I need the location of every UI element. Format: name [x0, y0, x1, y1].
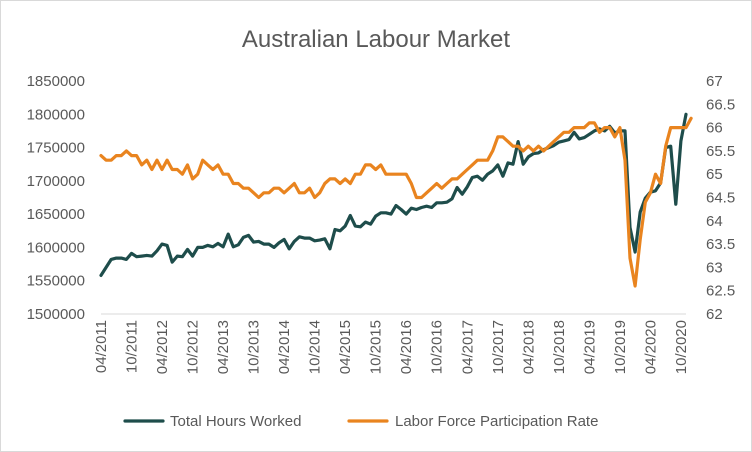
- x-tick-label: 10/2015: [368, 320, 385, 374]
- y-left-tick-label: 1850000: [27, 73, 85, 90]
- y-left-tick-label: 1750000: [27, 140, 85, 157]
- x-tick-label: 10/2017: [490, 320, 507, 374]
- y-right-tick-label: 65.5: [706, 143, 735, 160]
- y-right-tick-label: 62.5: [706, 283, 735, 300]
- series-line-participation-rate: [99, 116, 693, 288]
- legend-label: Labor Force Participation Rate: [395, 413, 598, 430]
- x-tick-label: 10/2018: [551, 320, 568, 374]
- x-tick-label: 10/2014: [307, 320, 324, 374]
- y-left-tick-label: 1600000: [27, 239, 85, 256]
- x-tick-label: 10/2013: [246, 320, 263, 374]
- y-right-tick-label: 66: [706, 120, 723, 137]
- y-right-tick-label: 67: [706, 73, 723, 90]
- x-tick-label: 04/2018: [520, 320, 537, 374]
- y-right-tick-label: 63.5: [706, 236, 735, 253]
- series-line-total-hours: [99, 112, 688, 277]
- y-right-tick-label: 64.5: [706, 190, 735, 207]
- y-left-tick-label: 1650000: [27, 206, 85, 223]
- legend: Total Hours Worked Labor Force Participat…: [123, 413, 598, 430]
- x-tick-label: 04/2017: [459, 320, 476, 374]
- x-tick-label: 04/2015: [337, 320, 354, 374]
- x-tick-label: 04/2013: [215, 320, 232, 374]
- x-tick-label: 10/2016: [429, 320, 446, 374]
- chart-title: Australian Labour Market: [242, 26, 510, 53]
- y-right-tick-label: 62: [706, 306, 723, 323]
- x-tick-label: 04/2014: [276, 320, 293, 374]
- x-tick-label: 04/2011: [93, 320, 110, 373]
- y-right-tick-label: 64: [706, 213, 723, 230]
- x-tick-label: 04/2019: [581, 320, 598, 374]
- y-left-tick-label: 1800000: [27, 106, 85, 123]
- y-left-tick-label: 1550000: [27, 273, 85, 290]
- series-layer: [99, 112, 693, 288]
- x-tick-label: 10/2011: [124, 320, 141, 373]
- x-tick-label: 04/2016: [398, 320, 415, 374]
- x-tick-label: 10/2012: [185, 320, 202, 374]
- legend-label: Total Hours Worked: [170, 413, 301, 430]
- axes-layer: 1500000 1550000 1600000 1650000 1700000 17500…: [27, 73, 736, 374]
- y-right-tick-label: 66.5: [706, 96, 735, 113]
- x-tick-label: 10/2020: [673, 320, 690, 374]
- y-left-tick-label: 1500000: [27, 306, 85, 323]
- y-left-tick-label: 1700000: [27, 173, 85, 190]
- x-tick-label: 10/2019: [612, 320, 629, 374]
- y-right-tick-label: 65: [706, 166, 723, 183]
- x-tick-label: 04/2012: [154, 320, 171, 374]
- x-tick-label: 04/2020: [642, 320, 659, 374]
- y-right-tick-label: 63: [706, 259, 723, 276]
